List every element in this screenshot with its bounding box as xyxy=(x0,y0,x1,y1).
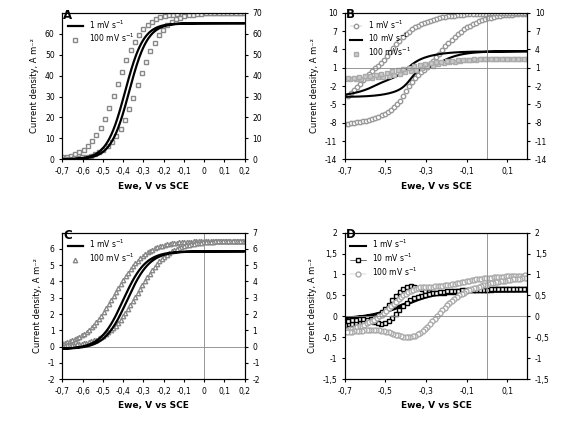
10 mV s$^{-1}$ xyxy=(488,287,494,292)
1 mV s$^{-1}$ xyxy=(524,10,531,15)
100 mV s$^{-1}$ xyxy=(485,275,492,280)
1 mV s$^{-1}$ xyxy=(507,289,514,294)
1 mV s$^{-1}$ xyxy=(502,11,509,16)
100 mV s$^{-1}$ xyxy=(344,330,350,335)
10 mV s$^{-1}$ xyxy=(517,287,523,292)
Text: A: A xyxy=(64,9,73,22)
100 mV s$^{-1}$ xyxy=(178,240,185,245)
10 mV s$^{-1}$ xyxy=(345,318,352,323)
100 mVs$^{-1}$ xyxy=(341,77,348,82)
Line: 10 mV s$^{-1}$: 10 mV s$^{-1}$ xyxy=(343,284,530,327)
100 mV s$^{-1}$ xyxy=(67,153,74,158)
100 mV s$^{-1}$ xyxy=(402,334,409,340)
Y-axis label: Current density, A m⁻²: Current density, A m⁻² xyxy=(310,39,319,133)
Line: 1 mV s$^{-1}$: 1 mV s$^{-1}$ xyxy=(343,11,530,126)
Text: B: B xyxy=(346,8,355,21)
X-axis label: Ewe, V vs SCE: Ewe, V vs SCE xyxy=(118,401,189,410)
10 mV s$^{-1}$ xyxy=(414,285,421,291)
1 mV s$^{-1}$ xyxy=(353,84,360,89)
100 mV s$^{-1}$ xyxy=(453,294,460,299)
10 mV s$^{-1}$ xyxy=(370,320,377,325)
1 mV s$^{-1}$ xyxy=(524,289,531,294)
X-axis label: Ewe, V vs SCE: Ewe, V vs SCE xyxy=(118,181,189,190)
100 mV s$^{-1}$ xyxy=(234,10,240,15)
100 mV s$^{-1}$ xyxy=(522,273,528,278)
1 mV s$^{-1}$ xyxy=(390,307,397,312)
1 mV s$^{-1}$ xyxy=(454,13,461,18)
100 mVs$^{-1}$ xyxy=(345,75,352,81)
10 mV s$^{-1}$ xyxy=(341,94,348,99)
10 mV s$^{-1}$ xyxy=(341,322,348,327)
100 mVs$^{-1}$ xyxy=(396,71,403,76)
1 mV s$^{-1}$ xyxy=(341,315,348,320)
10 mV s$^{-1}$ xyxy=(507,49,514,54)
1 mV s$^{-1}$ xyxy=(514,289,521,294)
10 mV s$^{-1}$ xyxy=(514,49,521,54)
Line: 1 mV s$^{-1}$: 1 mV s$^{-1}$ xyxy=(345,291,527,318)
1 mV s$^{-1}$ xyxy=(500,289,507,294)
100 mV s$^{-1}$ xyxy=(62,156,69,161)
100 mV s$^{-1}$ xyxy=(500,279,506,284)
100 mVs$^{-1}$ xyxy=(489,57,496,62)
10 mV s$^{-1}$ xyxy=(500,49,507,54)
1 mV s$^{-1}$ xyxy=(417,22,424,27)
100 mV s$^{-1}$ xyxy=(59,340,66,345)
100 mV s$^{-1}$ xyxy=(461,279,468,284)
10 mV s$^{-1}$ xyxy=(403,81,410,86)
10 mV s$^{-1}$ xyxy=(464,51,471,56)
Line: 100 mV s$^{-1}$: 100 mV s$^{-1}$ xyxy=(342,273,530,340)
100 mV s$^{-1}$ xyxy=(122,311,129,316)
100 mVs$^{-1}$ xyxy=(521,56,527,61)
Legend: 1 mV s$^{-1}$, 100 mV s$^{-1}$: 1 mV s$^{-1}$, 100 mV s$^{-1}$ xyxy=(66,236,136,266)
X-axis label: Ewe, V vs SCE: Ewe, V vs SCE xyxy=(401,181,472,190)
100 mV s$^{-1}$ xyxy=(76,150,83,155)
100 mV s$^{-1}$ xyxy=(171,248,177,253)
100 mV s$^{-1}$ xyxy=(238,10,245,15)
Text: C: C xyxy=(64,229,72,242)
1 mV s$^{-1}$ xyxy=(439,47,446,52)
10 mV s$^{-1}$ xyxy=(359,317,366,322)
100 mV s$^{-1}$ xyxy=(239,238,246,243)
Y-axis label: Current density, A m⁻²: Current density, A m⁻² xyxy=(31,39,40,133)
100 mV s$^{-1}$ xyxy=(98,125,104,130)
100 mV s$^{-1}$ xyxy=(202,239,209,244)
Text: D: D xyxy=(346,227,356,241)
1 mV s$^{-1}$ xyxy=(341,121,348,127)
100 mV s$^{-1}$ xyxy=(231,239,238,244)
1 mV s$^{-1}$ xyxy=(344,94,351,99)
100 mV s$^{-1}$ xyxy=(514,276,521,282)
100 mV s$^{-1}$ xyxy=(405,334,412,340)
100 mV s$^{-1}$ xyxy=(341,328,348,333)
100 mVs$^{-1}$ xyxy=(506,56,513,61)
1 mV s$^{-1}$ xyxy=(403,302,410,307)
100 mVs$^{-1}$ xyxy=(427,60,434,66)
100 mVs$^{-1}$ xyxy=(367,73,374,78)
10 mV s$^{-1}$ xyxy=(524,49,531,54)
Legend: 1 mV s$^{-1}$, 10 mV s$^{-1}$, 100 mV s$^{-1}$: 1 mV s$^{-1}$, 10 mV s$^{-1}$, 100 mV s$… xyxy=(349,236,418,280)
10 mV s$^{-1}$ xyxy=(341,92,348,97)
100 mV s$^{-1}$ xyxy=(61,343,68,348)
Line: 100 mV s$^{-1}$: 100 mV s$^{-1}$ xyxy=(60,11,246,161)
1 mV s$^{-1}$ xyxy=(418,69,425,75)
Line: 100 mV s$^{-1}$: 100 mV s$^{-1}$ xyxy=(60,239,247,348)
100 mVs$^{-1}$ xyxy=(386,73,392,78)
1 mV s$^{-1}$ xyxy=(464,289,471,294)
10 mV s$^{-1}$ xyxy=(407,284,414,289)
Y-axis label: Current density, A m⁻²: Current density, A m⁻² xyxy=(308,259,317,353)
X-axis label: Ewe, V vs SCE: Ewe, V vs SCE xyxy=(401,401,472,410)
100 mV s$^{-1}$ xyxy=(143,59,150,64)
1 mV s$^{-1}$ xyxy=(341,315,348,320)
Line: 10 mV s$^{-1}$: 10 mV s$^{-1}$ xyxy=(345,51,527,97)
10 mV s$^{-1}$ xyxy=(390,89,397,95)
Legend: 1 mV s$^{-1}$, 100 mV s$^{-1}$: 1 mV s$^{-1}$, 100 mV s$^{-1}$ xyxy=(66,17,136,46)
Legend: 1 mV s$^{-1}$, 10 mV s$^{-1}$, 100 mVs$^{-1}$: 1 mV s$^{-1}$, 10 mV s$^{-1}$, 100 mVs$^… xyxy=(349,17,412,60)
10 mV s$^{-1}$ xyxy=(429,290,436,295)
100 mV s$^{-1}$ xyxy=(113,133,120,138)
100 mV s$^{-1}$ xyxy=(217,239,224,244)
100 mV s$^{-1}$ xyxy=(59,155,66,160)
Line: 100 mVs$^{-1}$: 100 mVs$^{-1}$ xyxy=(343,57,528,82)
Y-axis label: Current density, A m⁻²: Current density, A m⁻² xyxy=(33,259,42,353)
